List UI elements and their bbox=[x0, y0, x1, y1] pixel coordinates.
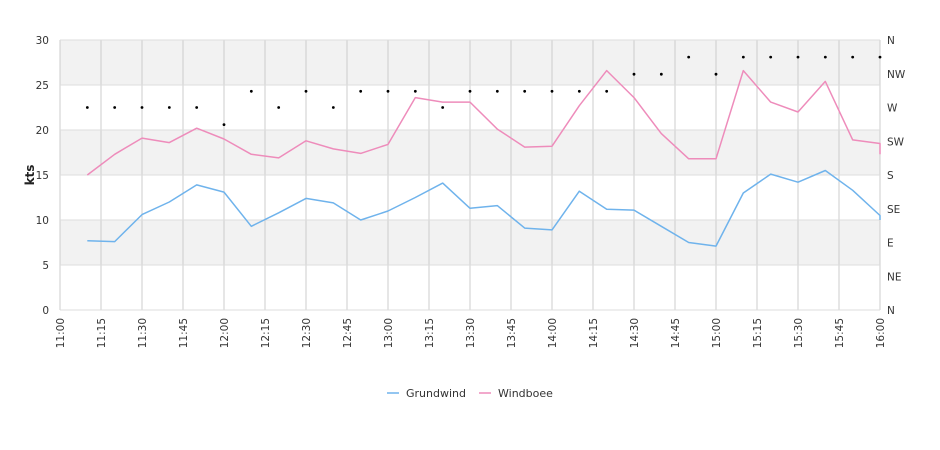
x-tick-label: 15:45 bbox=[834, 318, 846, 348]
direction-dot bbox=[823, 55, 827, 59]
x-tick-label: 14:45 bbox=[670, 318, 682, 348]
y-tick-label: 15 bbox=[36, 170, 49, 182]
legend: Grundwind Windboee bbox=[387, 387, 553, 400]
direction-dot bbox=[687, 55, 691, 59]
direction-tick-label: SE bbox=[887, 204, 900, 216]
direction-tick-label: N bbox=[887, 305, 895, 317]
direction-dot bbox=[523, 89, 527, 93]
x-tick-label: 14:00 bbox=[547, 318, 559, 348]
x-tick-label: 13:30 bbox=[465, 318, 477, 348]
direction-dot bbox=[851, 55, 855, 59]
direction-dot bbox=[632, 72, 636, 76]
direction-dot bbox=[331, 106, 335, 109]
x-tick-label: 16:00 bbox=[875, 318, 887, 348]
y-tick-label: 0 bbox=[42, 305, 49, 317]
x-tick-label: 15:15 bbox=[752, 318, 764, 348]
y-tick-label: 20 bbox=[36, 125, 49, 137]
direction-dot bbox=[85, 106, 89, 109]
direction-tick-label: NE bbox=[887, 271, 902, 283]
direction-tick-label: S bbox=[887, 170, 894, 182]
direction-tick-label: SW bbox=[887, 136, 905, 148]
direction-dot bbox=[659, 72, 663, 76]
direction-dot bbox=[441, 106, 445, 109]
direction-dot bbox=[550, 89, 554, 93]
x-tick-label: 11:30 bbox=[137, 318, 149, 348]
direction-dot bbox=[878, 55, 882, 59]
direction-tick-label: NW bbox=[887, 69, 906, 81]
direction-dot bbox=[304, 89, 308, 93]
x-tick-label: 11:15 bbox=[96, 318, 108, 348]
series-line-grundwind bbox=[87, 169, 881, 247]
direction-dot bbox=[741, 55, 745, 59]
direction-tick-label: E bbox=[887, 238, 894, 250]
x-tick-label: 12:45 bbox=[342, 318, 354, 348]
legend-label: Windboee bbox=[498, 387, 553, 400]
direction-dot bbox=[113, 106, 117, 109]
direction-dot bbox=[277, 106, 281, 109]
direction-dot bbox=[249, 89, 253, 93]
x-tick-label: 14:30 bbox=[629, 318, 641, 348]
direction-dot bbox=[769, 55, 773, 59]
x-tick-label: 13:00 bbox=[383, 318, 395, 348]
horizontal-gridlines bbox=[60, 39, 880, 311]
direction-dots bbox=[85, 55, 882, 126]
x-tick-label: 15:00 bbox=[711, 318, 723, 348]
direction-dot bbox=[167, 106, 171, 109]
x-tick-label: 12:00 bbox=[219, 318, 231, 348]
legend-label: Grundwind bbox=[406, 387, 466, 400]
x-tick-label: 14:15 bbox=[588, 318, 600, 348]
direction-dot bbox=[222, 123, 226, 126]
x-tick-label: 12:15 bbox=[260, 318, 272, 348]
direction-tick-label: N bbox=[887, 35, 895, 47]
x-tick-label: 13:15 bbox=[424, 318, 436, 348]
direction-dot bbox=[386, 89, 390, 93]
x-tick-label: 13:45 bbox=[506, 318, 518, 348]
y-axis-ticks: 0 5 10 15 20 25 30 bbox=[36, 35, 49, 317]
direction-dot bbox=[140, 106, 144, 109]
direction-dot bbox=[796, 55, 800, 59]
series-line-windboee bbox=[86, 69, 881, 176]
x-tick-label: 11:45 bbox=[178, 318, 190, 348]
x-axis-ticks: 11:00 11:15 11:30 11:45 12:00 12:15 12:30 12:45… bbox=[55, 318, 887, 348]
x-tick-label: 15:30 bbox=[793, 318, 805, 348]
y-tick-label: 25 bbox=[36, 80, 49, 92]
direction-dot bbox=[413, 89, 417, 93]
direction-dot bbox=[359, 89, 363, 93]
direction-axis-ticks: N NE E SE S SW W NW N bbox=[887, 35, 906, 317]
direction-dot bbox=[195, 106, 199, 109]
direction-dot bbox=[468, 89, 472, 93]
y-tick-label: 5 bbox=[42, 260, 49, 272]
y-axis-label: kts bbox=[23, 165, 37, 186]
series-lines bbox=[86, 69, 881, 247]
x-tick-label: 12:30 bbox=[301, 318, 313, 348]
direction-dot bbox=[495, 89, 499, 93]
direction-dot bbox=[605, 89, 609, 93]
direction-dot bbox=[577, 89, 581, 93]
direction-dot bbox=[714, 72, 718, 76]
x-tick-label: 11:00 bbox=[55, 318, 67, 348]
y-tick-label: 10 bbox=[36, 215, 49, 227]
direction-tick-label: W bbox=[887, 103, 898, 115]
y-tick-label: 30 bbox=[36, 35, 49, 47]
